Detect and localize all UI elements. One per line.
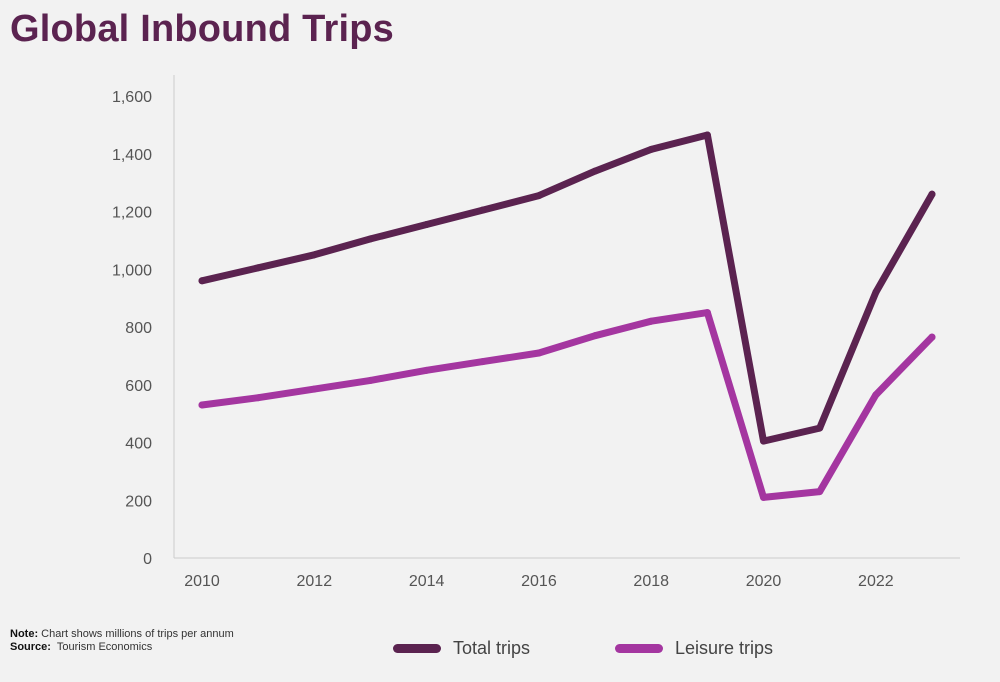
chart-note: Note: Chart shows millions of trips per … xyxy=(10,628,234,654)
x-tick-label: 2022 xyxy=(858,573,894,590)
data-point-leisure xyxy=(816,488,824,496)
data-point-total xyxy=(647,145,655,153)
data-point-leisure xyxy=(366,376,374,384)
series-line-leisure xyxy=(198,309,936,501)
y-tick-label: 600 xyxy=(125,378,152,395)
data-point-leisure xyxy=(760,493,768,501)
y-tick-labels: 0 200 400 600 800 1,000 1,200 1,400 1,600 xyxy=(112,89,152,568)
data-point-leisure xyxy=(254,394,262,402)
data-point-leisure xyxy=(703,309,711,317)
data-point-total xyxy=(423,220,431,228)
data-point-total xyxy=(254,264,262,272)
chart-title: Global Inbound Trips xyxy=(10,8,394,50)
data-point-leisure xyxy=(591,332,599,340)
y-tick-label: 0 xyxy=(143,551,152,568)
x-tick-labels: 2010 2012 2014 2016 2018 2020 2022 xyxy=(184,573,894,590)
data-point-total xyxy=(760,437,768,445)
x-tick-label: 2016 xyxy=(521,573,557,590)
legend-item-total: Total trips xyxy=(393,638,530,659)
legend-label-leisure: Leisure trips xyxy=(675,638,774,658)
data-point-total xyxy=(535,192,543,200)
data-point-total xyxy=(310,251,318,259)
y-tick-label: 800 xyxy=(125,320,152,337)
data-point-total xyxy=(928,190,936,198)
data-point-total xyxy=(591,167,599,175)
data-point-total xyxy=(479,206,487,214)
data-point-leisure xyxy=(928,333,936,341)
data-point-leisure xyxy=(535,349,543,357)
data-point-leisure xyxy=(872,391,880,399)
x-tick-label: 2010 xyxy=(184,573,220,590)
series-lines xyxy=(198,131,936,501)
y-tick-label: 1,000 xyxy=(112,262,152,279)
source-label: Source: xyxy=(10,641,51,653)
data-point-leisure xyxy=(479,358,487,366)
x-tick-label: 2012 xyxy=(297,573,333,590)
data-point-total xyxy=(872,288,880,296)
data-point-total xyxy=(366,235,374,243)
y-tick-label: 200 xyxy=(125,493,152,510)
data-point-leisure xyxy=(423,366,431,374)
data-point-total xyxy=(198,277,206,285)
y-tick-label: 1,600 xyxy=(112,89,152,106)
data-point-leisure xyxy=(310,385,318,393)
x-tick-label: 2018 xyxy=(633,573,669,590)
x-tick-label: 2020 xyxy=(746,573,782,590)
data-point-leisure xyxy=(647,317,655,325)
legend-swatch-total xyxy=(393,644,441,653)
data-point-leisure xyxy=(198,401,206,409)
series-line-total xyxy=(198,131,936,445)
note-text: Chart shows millions of trips per annum xyxy=(41,628,234,640)
note-label: Note: xyxy=(10,628,39,640)
legend-swatch-leisure xyxy=(615,644,663,653)
data-point-total xyxy=(703,131,711,139)
legend-label-total: Total trips xyxy=(453,638,531,658)
y-tick-label: 1,200 xyxy=(112,205,152,222)
source-text: Tourism Economics xyxy=(56,641,153,653)
legend-item-leisure: Leisure trips xyxy=(615,638,773,659)
x-tick-label: 2014 xyxy=(409,573,445,590)
y-tick-label: 1,400 xyxy=(112,147,152,164)
y-tick-label: 400 xyxy=(125,436,152,453)
data-point-total xyxy=(816,424,824,432)
